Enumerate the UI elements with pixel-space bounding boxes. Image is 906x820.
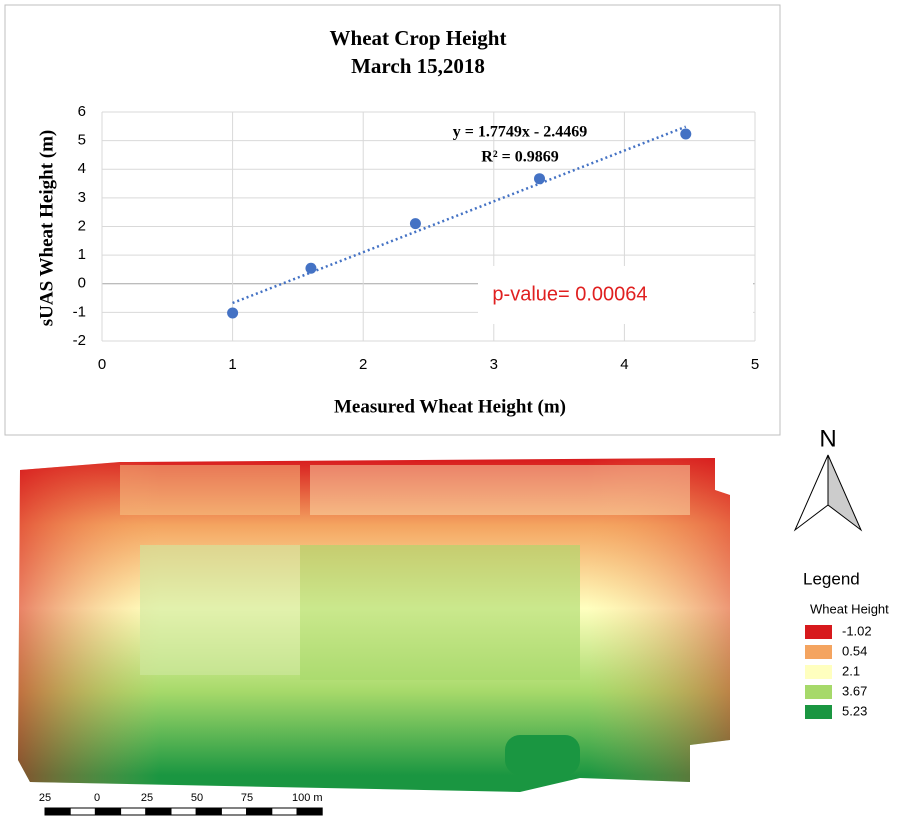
y-tick-label: -1 <box>73 303 86 320</box>
scale-segment <box>70 808 95 815</box>
chart-title: Wheat Crop Height <box>330 26 507 50</box>
plot-block <box>120 465 300 515</box>
chart-subtitle: March 15,2018 <box>351 54 485 78</box>
y-tick-label: 6 <box>78 103 86 120</box>
arrow-right <box>828 455 861 530</box>
plot-block <box>300 545 580 680</box>
legend-swatch <box>805 645 832 659</box>
plot-block <box>310 465 690 515</box>
trend-equation: y = 1.7749x - 2.4469 <box>453 124 587 141</box>
legend-subtitle: Wheat Height <box>810 601 889 616</box>
plot-block <box>140 545 300 675</box>
scale-bar: 25 0 25 50 75 100 m <box>39 792 323 815</box>
scale-segment <box>196 808 221 815</box>
point <box>680 129 691 140</box>
scale-segment <box>45 808 70 815</box>
p-value: p-value= 0.00064 <box>492 283 647 305</box>
arrow-left <box>795 455 828 530</box>
map <box>18 458 730 792</box>
scale-label: 25 <box>39 792 51 804</box>
trend-r2: R² = 0.9869 <box>481 149 558 166</box>
scale-segment <box>272 808 297 815</box>
point <box>305 263 316 274</box>
legend-label: 0.54 <box>842 643 867 658</box>
y-tick-label: 3 <box>78 189 86 206</box>
legend-swatch <box>805 705 832 719</box>
y-tick-label: -2 <box>73 332 86 349</box>
x-tick-label: 2 <box>359 356 367 373</box>
scale-label: 100 m <box>292 792 323 804</box>
legend-label: 5.23 <box>842 703 867 718</box>
y-tick-label: 1 <box>78 246 86 263</box>
legend-label: -1.02 <box>842 623 872 638</box>
scale-segment <box>171 808 196 815</box>
x-axis-label: Measured Wheat Height (m) <box>334 396 566 417</box>
x-tick-label: 1 <box>228 356 236 373</box>
legend-swatch <box>805 685 832 699</box>
legend-swatch <box>805 665 832 679</box>
point <box>410 218 421 229</box>
y-tick-label: 2 <box>78 217 86 234</box>
scale-segment <box>247 808 272 815</box>
page: -2 -1 0 1 2 3 4 5 6 0 1 2 3 4 5 Wheat Crop Height Marc… <box>0 0 906 820</box>
scale-segment <box>121 808 146 815</box>
legend-label: 2.1 <box>842 663 860 678</box>
legend-swatch <box>805 625 832 639</box>
x-tick-label: 4 <box>620 356 628 373</box>
north-arrow: N <box>795 425 861 530</box>
scale-label: 25 <box>141 792 153 804</box>
scale-segment <box>146 808 171 815</box>
point <box>534 173 545 184</box>
x-tick-label: 5 <box>751 356 759 373</box>
legend-title: Legend <box>803 569 860 588</box>
x-tick-label: 0 <box>98 356 106 373</box>
point <box>227 307 238 318</box>
legend: -1.02 0.54 2.1 3.67 5.23 <box>805 623 872 719</box>
scale-segment <box>297 808 322 815</box>
scale-segment <box>95 808 120 815</box>
scale-label: 75 <box>241 792 253 804</box>
legend-label: 3.67 <box>842 683 867 698</box>
y-axis-label: sUAS Wheat Height (m) <box>36 130 57 327</box>
y-tick-label: 4 <box>78 160 86 177</box>
y-tick-label: 0 <box>78 275 86 292</box>
dark-patch <box>505 735 580 775</box>
x-tick-label: 3 <box>490 356 498 373</box>
north-label: N <box>819 425 836 452</box>
scale-label: 50 <box>191 792 203 804</box>
scale-segment <box>221 808 246 815</box>
y-tick-label: 5 <box>78 132 86 149</box>
scale-label: 0 <box>94 792 100 804</box>
